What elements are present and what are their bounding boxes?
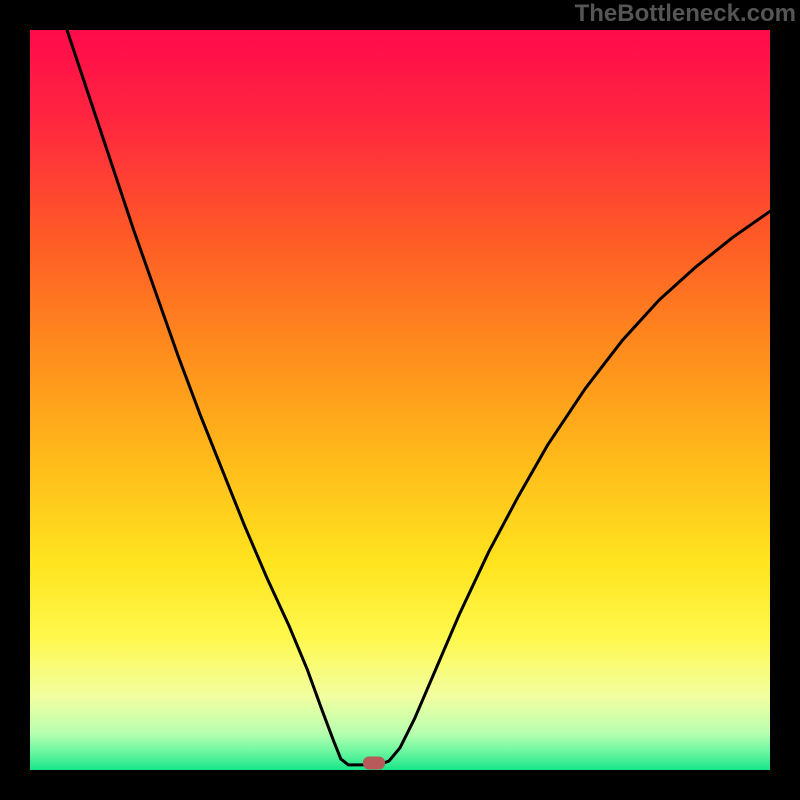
optimum-marker bbox=[363, 756, 385, 769]
watermark-text: TheBottleneck.com bbox=[575, 0, 800, 26]
curve-path bbox=[67, 30, 770, 765]
plot-frame bbox=[30, 30, 770, 770]
page-root: TheBottleneck.com bbox=[0, 0, 800, 800]
bottleneck-curve bbox=[30, 30, 770, 770]
